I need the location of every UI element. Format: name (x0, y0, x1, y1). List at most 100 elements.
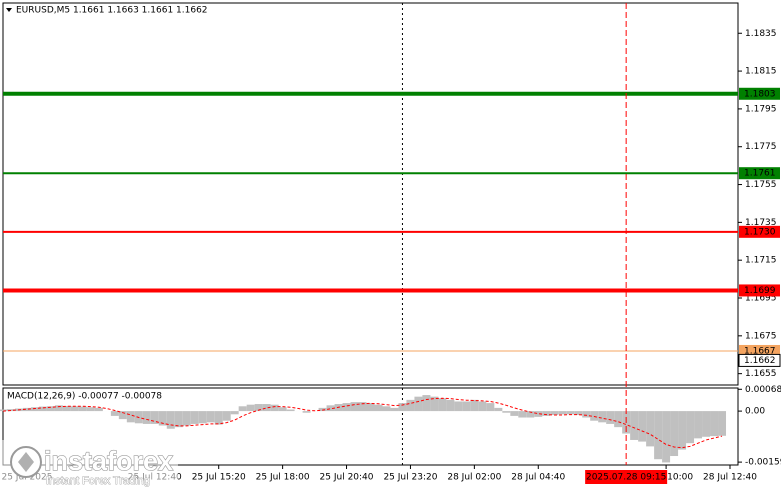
logo-name: instaforex (44, 446, 173, 476)
histogram-bar (382, 406, 391, 412)
histogram-bar (246, 404, 255, 412)
histogram-bar (174, 411, 183, 428)
histogram-bar (318, 407, 327, 412)
level-tag (739, 284, 780, 297)
histogram-bar (542, 411, 551, 416)
y-tick-label: 1.1835 (745, 29, 777, 39)
y-tick-label: -0.00159 (745, 458, 781, 468)
histogram-bar (70, 406, 79, 412)
histogram-bar (190, 411, 199, 424)
y-tick-label: 1.1775 (745, 142, 777, 152)
histogram-bar (230, 411, 239, 415)
histogram-bar (422, 395, 431, 412)
y-tick-label: 1.1755 (745, 180, 777, 190)
histogram-bar (574, 411, 583, 415)
histogram-bar (670, 411, 679, 457)
histogram-bar (118, 411, 127, 420)
macd-pane (2, 387, 739, 466)
histogram-bar (502, 411, 511, 413)
histogram-bar (198, 411, 207, 424)
histogram-bar (702, 411, 711, 437)
histogram-bar (606, 411, 615, 424)
histogram-bar (22, 407, 31, 412)
y-tick-label: 1.1795 (745, 104, 777, 114)
histogram-bar (462, 401, 471, 412)
y-tick-label: 1.1655 (745, 369, 777, 379)
histogram-bar (254, 404, 263, 412)
histogram-bar (126, 411, 135, 423)
histogram-bar (686, 411, 695, 444)
histogram-bar (366, 403, 375, 412)
y-tick-label: 1.1715 (745, 256, 777, 266)
histogram-bar (86, 407, 95, 412)
macd-title: MACD(12,26,9) -0.00077 -0.00078 (7, 392, 162, 402)
histogram-bar (398, 403, 407, 412)
histogram-bar (566, 411, 575, 415)
histogram-bar (46, 406, 55, 412)
series-line (2, 397, 723, 449)
histogram-bar (158, 411, 167, 426)
logo-icon-mark (18, 452, 34, 472)
current-price-tag (738, 353, 781, 367)
histogram-bar (302, 411, 311, 413)
histogram-bar (206, 411, 215, 423)
logo: instaforex Instant Forex Trading (2, 440, 178, 487)
histogram-bar (406, 399, 415, 412)
level-label: 1.1730 (744, 227, 776, 237)
histogram-bar (590, 411, 599, 421)
plot: 1.18351.18151.17951.17751.17551.17351.17… (0, 3, 781, 484)
histogram-bar (390, 407, 399, 412)
x-tick-label: 25 Jul 18:00 (256, 473, 310, 483)
level-tag (739, 225, 780, 238)
histogram-bar (598, 411, 607, 423)
x-tick-label: 25 Jul 15:20 (192, 473, 246, 483)
histogram-bar (374, 404, 383, 412)
y-tick-label: 0.00068 (745, 385, 781, 395)
level-tag (739, 167, 780, 180)
level-label: 1.1699 (744, 286, 776, 296)
level-label: 1.1803 (744, 89, 776, 99)
y-tick-label: 1.1695 (745, 294, 777, 304)
y-tick-label: 1.1735 (745, 218, 777, 228)
x-tick-label: 28 Jul 12:40 (703, 473, 757, 483)
histogram-bar (94, 407, 103, 412)
histogram-bar (166, 411, 175, 429)
histogram-bar (662, 411, 671, 463)
histogram-bar (470, 399, 479, 412)
histogram-bar (638, 411, 647, 442)
histogram-bar (6, 409, 15, 412)
y-tick-label: 1.1815 (745, 67, 777, 77)
histogram-bar (182, 411, 191, 426)
histogram-bar (54, 405, 63, 412)
histogram-bar (430, 396, 439, 412)
histogram-bar (646, 411, 655, 447)
histogram-bar (494, 407, 503, 412)
cursor-tag (585, 470, 668, 484)
menu-arrow (6, 8, 12, 12)
histogram-bar (142, 411, 151, 424)
histogram-bar (454, 401, 463, 412)
histogram-bar (0, 409, 7, 412)
histogram-bar (278, 407, 287, 412)
histogram-bar (694, 411, 703, 439)
histogram-bar (238, 406, 247, 412)
y-tick-label: 0.00 (745, 407, 765, 417)
cursor-label: 2025.07.28 09:15 (586, 473, 666, 483)
chart-title: EURUSD,M5 1.1661 1.1663 1.1661 1.1662 (16, 6, 208, 16)
histogram-bar (350, 402, 359, 412)
price-pane (2, 2, 739, 386)
x-tick-label: 25 Jul 23:20 (383, 473, 437, 483)
histogram-bar (214, 411, 223, 425)
histogram-bar (710, 411, 719, 437)
histogram-bar (262, 404, 271, 412)
histogram-bar (478, 401, 487, 412)
histogram-bar (614, 411, 623, 428)
histogram-bar (222, 411, 231, 421)
x-tick-label: 28 Jul 04:40 (511, 473, 565, 483)
y-tick-label: 1.1675 (745, 331, 777, 341)
level-tag (739, 87, 780, 100)
histogram-bar (150, 411, 159, 424)
histogram-bar (38, 406, 47, 412)
histogram-bar (582, 411, 591, 418)
